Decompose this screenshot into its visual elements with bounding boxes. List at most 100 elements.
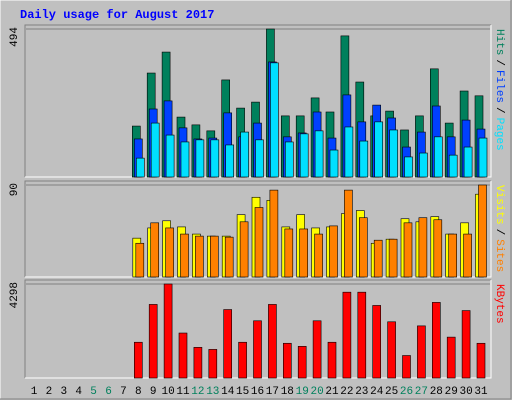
bar	[448, 233, 458, 278]
legend-entry: Hits	[493, 29, 505, 55]
x-tick-label: 28	[430, 386, 443, 398]
legend-entry: Files	[493, 70, 505, 103]
bar	[433, 219, 443, 278]
bar	[297, 346, 307, 379]
bar	[180, 233, 189, 278]
bar	[389, 129, 398, 178]
bar	[433, 136, 443, 178]
bar	[446, 336, 456, 379]
bar	[299, 133, 309, 178]
x-tick-label: 19	[296, 386, 309, 398]
bar	[314, 130, 324, 178]
x-tick-label: 15	[236, 386, 249, 398]
legend-entry: Sites	[493, 239, 505, 272]
bar	[312, 320, 322, 379]
legend-separator: /	[493, 229, 505, 236]
bar	[240, 131, 249, 178]
legend-entry: Visits	[493, 185, 505, 225]
bar	[255, 139, 264, 178]
x-tick-label: 13	[206, 386, 219, 398]
bar	[165, 134, 175, 178]
bar	[374, 121, 384, 178]
bar	[178, 332, 188, 379]
legend-entry: Pages	[493, 118, 505, 151]
bar	[254, 207, 264, 278]
x-tick-label: 2	[46, 386, 53, 398]
bar	[448, 154, 458, 178]
bar	[224, 236, 234, 278]
bar	[388, 238, 398, 278]
bar	[358, 217, 368, 278]
y-tick-label: 4298	[9, 282, 21, 308]
legend-separator: /	[493, 59, 505, 66]
bar	[478, 184, 487, 278]
legend: Hits / Files / Pages	[493, 29, 505, 151]
legend-separator: /	[493, 107, 505, 114]
bar	[372, 305, 382, 379]
x-tick-label: 8	[135, 386, 142, 398]
frame	[24, 24, 491, 177]
bar	[195, 235, 204, 278]
legend: Visits / Sites	[493, 185, 505, 272]
bar	[270, 62, 279, 178]
y-tick-label: 90	[9, 183, 21, 196]
bar	[329, 149, 339, 178]
bar	[299, 228, 309, 278]
bar	[478, 137, 488, 178]
bar	[461, 310, 471, 379]
bar	[418, 217, 428, 278]
x-tick-label: 11	[176, 386, 190, 398]
bar	[403, 222, 413, 278]
bar	[463, 146, 473, 178]
x-tick-label: 23	[355, 386, 368, 398]
frame	[24, 279, 491, 378]
x-tick-label: 27	[415, 386, 428, 398]
x-tick-label: 6	[105, 386, 112, 398]
bar	[135, 242, 145, 278]
bar	[417, 325, 426, 379]
bar	[463, 233, 472, 278]
bar	[223, 309, 232, 379]
x-tick-label: 20	[310, 386, 323, 398]
x-tick-label: 7	[120, 386, 127, 398]
frame	[24, 180, 491, 277]
bar	[239, 221, 249, 278]
bar	[253, 320, 262, 379]
bar	[225, 144, 234, 178]
x-tick-label: 21	[325, 386, 339, 398]
x-tick-label: 3	[60, 386, 67, 398]
bar	[344, 189, 353, 278]
legend-entry: KBytes	[493, 284, 505, 324]
x-tick-label: 10	[161, 386, 174, 398]
bar	[359, 140, 369, 178]
bar	[210, 235, 219, 278]
bar	[136, 157, 145, 178]
bar	[165, 227, 174, 278]
bar	[148, 304, 158, 379]
x-tick-label: 1	[31, 386, 38, 398]
x-tick-label: 12	[191, 386, 204, 398]
bar	[180, 141, 190, 178]
bar	[404, 156, 413, 178]
bar	[210, 139, 220, 178]
bar	[327, 341, 337, 379]
x-tick-label: 18	[281, 386, 294, 398]
x-tick-label: 25	[385, 386, 398, 398]
y-tick-label: 494	[9, 27, 21, 47]
bar	[268, 304, 277, 379]
bar	[193, 347, 203, 379]
legend: KBytes	[493, 284, 505, 324]
bar	[314, 233, 323, 278]
bar	[476, 342, 486, 379]
x-tick-label: 31	[474, 386, 488, 398]
bar	[284, 228, 294, 278]
bar	[163, 283, 173, 379]
bar	[150, 222, 159, 278]
bar	[344, 126, 354, 178]
bar	[419, 152, 428, 178]
x-tick-label: 16	[251, 386, 264, 398]
bar	[373, 239, 383, 278]
